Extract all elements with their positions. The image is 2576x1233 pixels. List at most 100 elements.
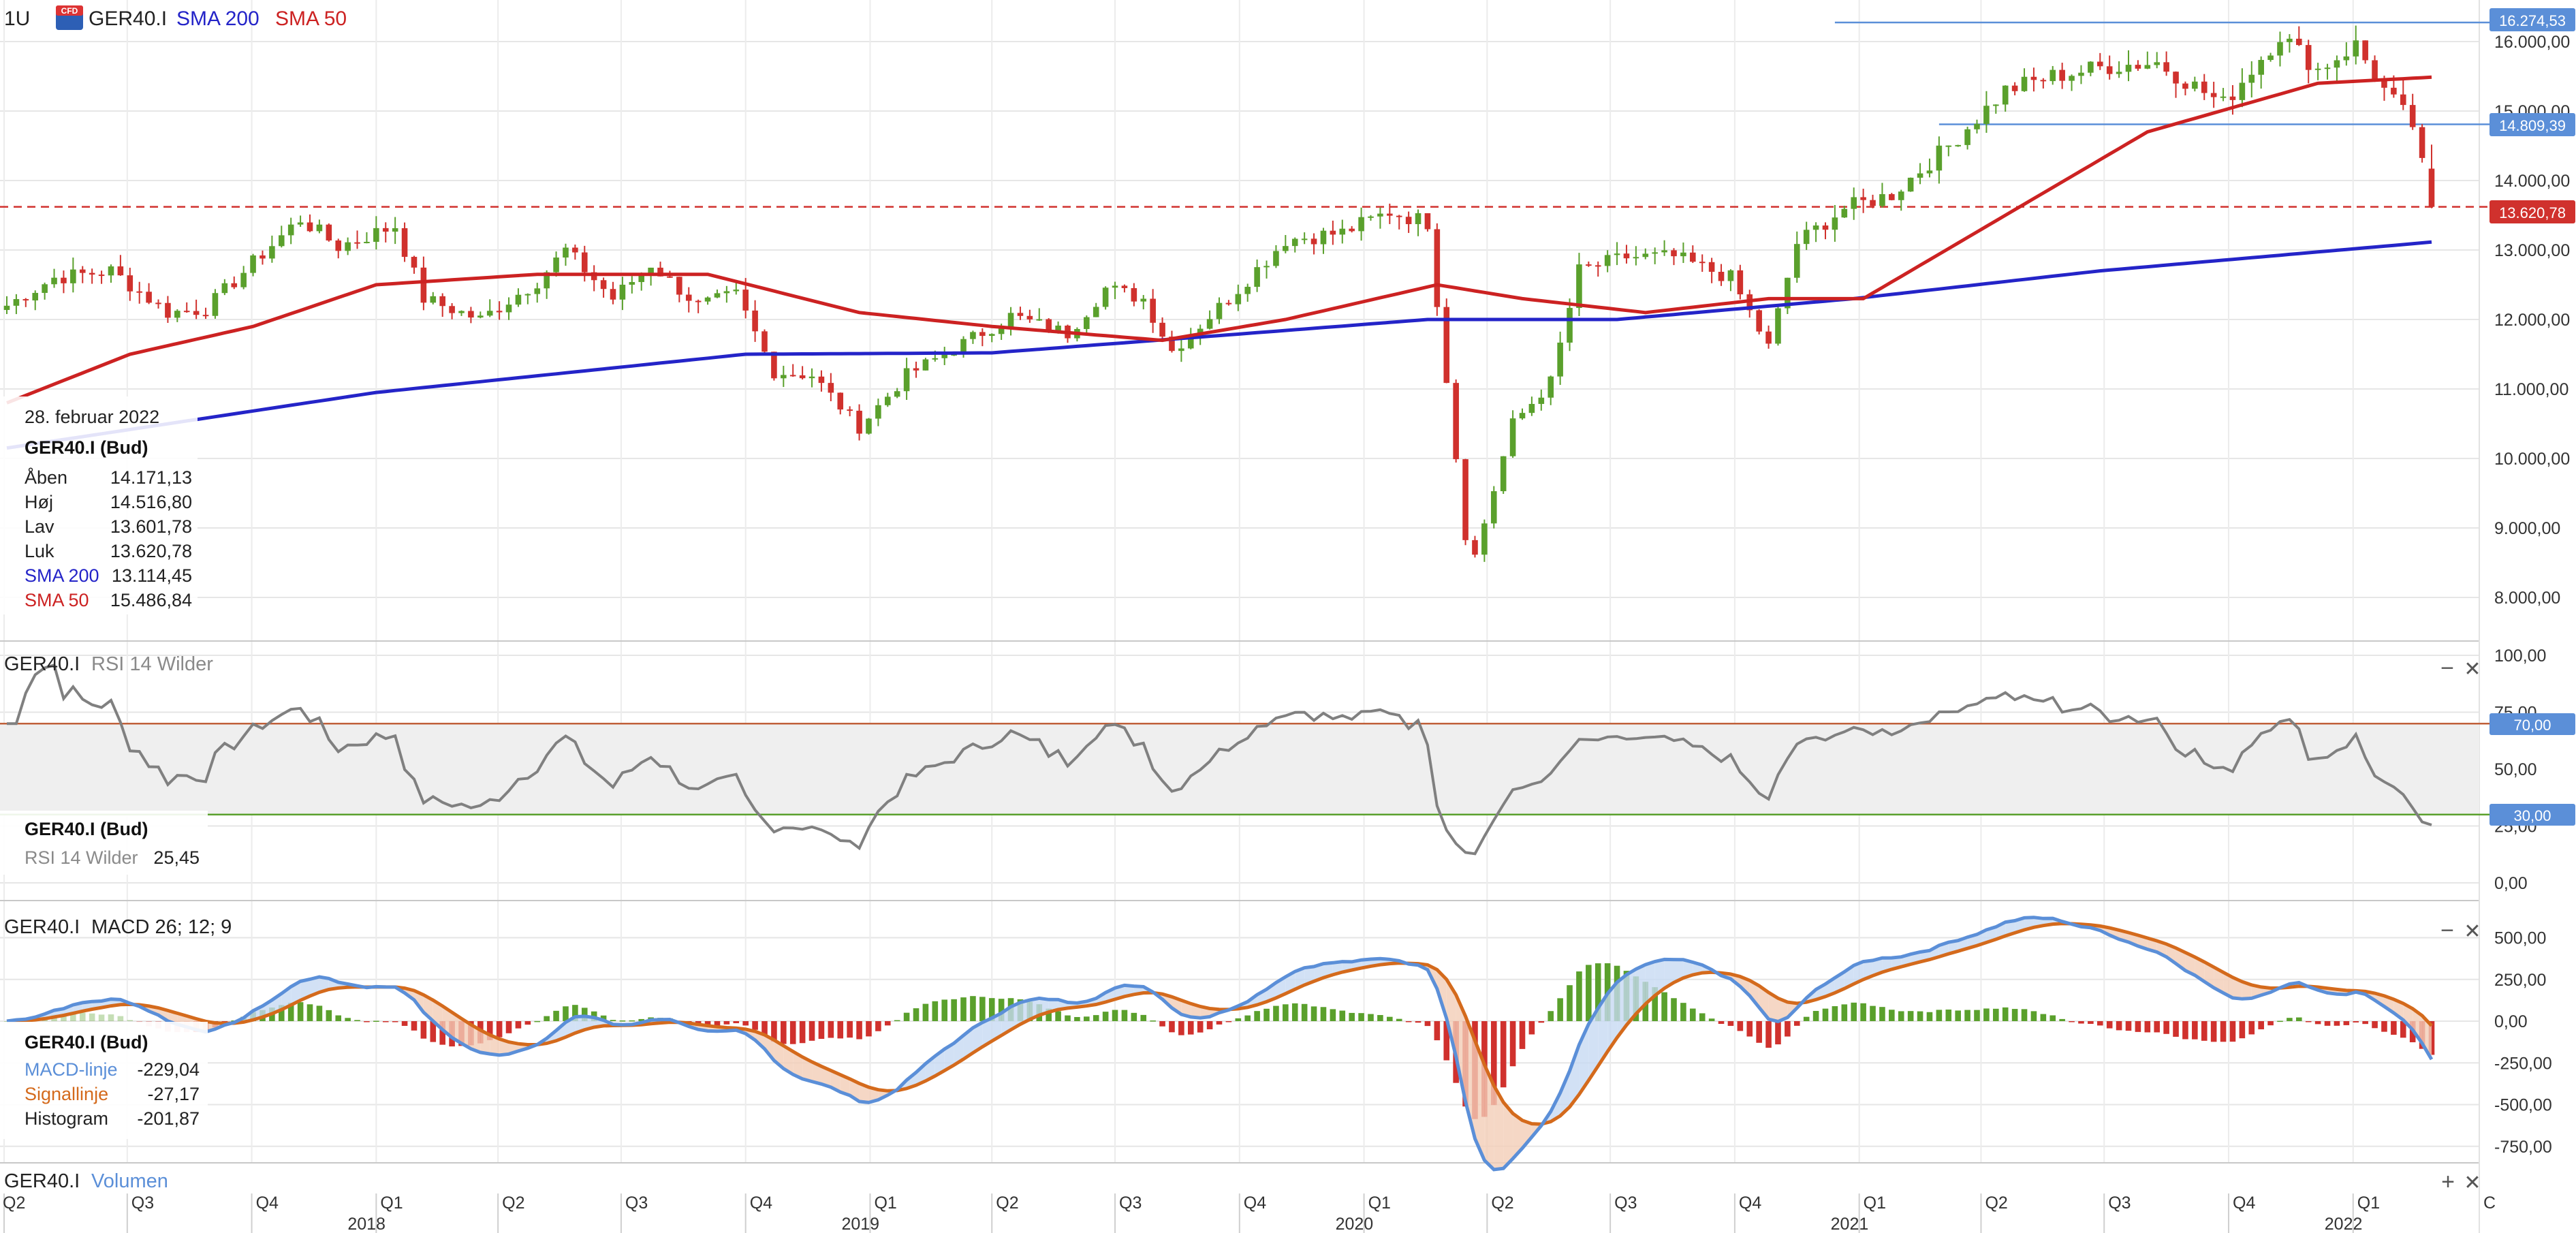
candle-body[interactable] <box>1283 246 1289 251</box>
instrument-name[interactable]: GER40.I <box>89 7 167 30</box>
candle-body[interactable] <box>1548 376 1554 398</box>
candle-body[interactable] <box>1273 251 1279 266</box>
candle-body[interactable] <box>1244 287 1251 294</box>
candle-body[interactable] <box>1822 225 1829 230</box>
candle-body[interactable] <box>2277 42 2283 56</box>
candle-body[interactable] <box>127 275 133 292</box>
candle-body[interactable] <box>629 282 635 285</box>
candle-body[interactable] <box>903 368 910 392</box>
candle-body[interactable] <box>51 277 57 285</box>
candle-body[interactable] <box>781 375 787 379</box>
candle-body[interactable] <box>894 391 900 397</box>
candle-body[interactable] <box>951 354 957 356</box>
candle-body[interactable] <box>1472 540 1478 555</box>
candle-body[interactable] <box>1036 319 1043 321</box>
candle-body[interactable] <box>3 305 10 311</box>
candle-body[interactable] <box>1121 285 1128 288</box>
candle-body[interactable] <box>723 291 730 294</box>
macd-panel[interactable] <box>3 916 2435 1172</box>
candle-body[interactable] <box>524 294 531 296</box>
candle-body[interactable] <box>2182 83 2188 89</box>
candle-body[interactable] <box>1396 215 1402 217</box>
candle-body[interactable] <box>1718 271 1725 281</box>
candle-body[interactable] <box>752 310 758 332</box>
candle-body[interactable] <box>1187 335 1194 349</box>
candle-body[interactable] <box>382 228 389 232</box>
candle-body[interactable] <box>2305 45 2312 70</box>
candle-body[interactable] <box>2287 38 2293 42</box>
candle-body[interactable] <box>1926 170 1933 174</box>
sma200-legend[interactable]: SMA 200 <box>176 7 260 30</box>
candle-body[interactable] <box>1434 229 1441 307</box>
candle-body[interactable] <box>1983 106 1990 124</box>
rsi-panel[interactable] <box>0 663 2489 856</box>
candle-body[interactable] <box>392 228 398 232</box>
candle-body[interactable] <box>316 224 323 232</box>
candle-body[interactable] <box>1785 277 1791 309</box>
candle-body[interactable] <box>1557 342 1563 377</box>
candle-body[interactable] <box>1263 266 1270 268</box>
candle-body[interactable] <box>165 302 171 318</box>
volume-close-icon[interactable]: ✕ <box>2464 1172 2481 1194</box>
candle-body[interactable] <box>818 376 825 384</box>
candle-body[interactable] <box>1737 270 1744 295</box>
price-axis[interactable]: 16.000,0015.000,0014.000,0013.000,0012.0… <box>2494 33 2570 608</box>
candle-body[interactable] <box>2106 66 2113 74</box>
candle-body[interactable] <box>1870 200 1876 206</box>
candle-body[interactable] <box>638 273 645 283</box>
candle-body[interactable] <box>1017 313 1024 316</box>
candle-body[interactable] <box>2088 61 2094 73</box>
candle-body[interactable] <box>1690 252 1696 262</box>
candle-body[interactable] <box>2267 55 2274 60</box>
sma50-line[interactable] <box>6 75 2432 405</box>
price-panel[interactable] <box>0 21 2489 562</box>
candle-body[interactable] <box>1415 213 1421 225</box>
candle-body[interactable] <box>2362 40 2368 61</box>
candle-body[interactable] <box>2096 61 2103 67</box>
candle-body[interactable] <box>884 396 891 405</box>
candle-body[interactable] <box>1642 253 1649 257</box>
rsi-instrument[interactable]: GER40.I <box>4 653 80 675</box>
candle-body[interactable] <box>1216 302 1223 319</box>
candle-body[interactable] <box>1405 217 1412 225</box>
candle-body[interactable] <box>1699 262 1706 264</box>
candle-body[interactable] <box>1756 310 1762 332</box>
candle-body[interactable] <box>1310 238 1317 245</box>
candle-body[interactable] <box>1955 144 1961 146</box>
candle-body[interactable] <box>572 247 578 253</box>
candle-body[interactable] <box>1586 264 1592 266</box>
candle-body[interactable] <box>1481 523 1488 555</box>
candle-body[interactable] <box>1765 331 1772 344</box>
candle-body[interactable] <box>1851 197 1857 209</box>
candle-body[interactable] <box>42 284 48 293</box>
candle-body[interactable] <box>1917 173 1923 178</box>
macd-minimize-icon[interactable]: − <box>2440 918 2454 943</box>
candle-body[interactable] <box>998 326 1005 334</box>
candle-body[interactable] <box>979 332 986 337</box>
candle-body[interactable] <box>1150 298 1156 323</box>
candle-body[interactable] <box>2144 65 2151 69</box>
candle-body[interactable] <box>1793 244 1800 278</box>
candle-body[interactable] <box>22 299 29 301</box>
candle-body[interactable] <box>2334 60 2340 68</box>
candle-body[interactable] <box>1841 208 1848 218</box>
candle-body[interactable] <box>1889 194 1895 200</box>
candle-body[interactable] <box>1528 403 1535 413</box>
candle-body[interactable] <box>496 311 503 313</box>
candle-body[interactable] <box>2248 74 2255 83</box>
candle-body[interactable] <box>2258 59 2264 75</box>
candle-body[interactable] <box>1301 238 1308 240</box>
candle-body[interactable] <box>2125 65 2132 72</box>
candle-body[interactable] <box>742 290 749 311</box>
candle-body[interactable] <box>1377 213 1383 217</box>
candle-body[interactable] <box>2163 62 2169 72</box>
candle-body[interactable] <box>98 275 105 277</box>
candle-body[interactable] <box>250 255 256 273</box>
candle-body[interactable] <box>988 334 995 337</box>
macd-axis[interactable]: 500,00 250,00 0,00 -250,00 -500,00 -750,00 <box>2494 929 2552 1157</box>
candle-body[interactable] <box>2372 60 2378 80</box>
candle-body[interactable] <box>515 294 522 305</box>
candle-body[interactable] <box>828 383 834 393</box>
candle-body[interactable] <box>1727 270 1734 281</box>
